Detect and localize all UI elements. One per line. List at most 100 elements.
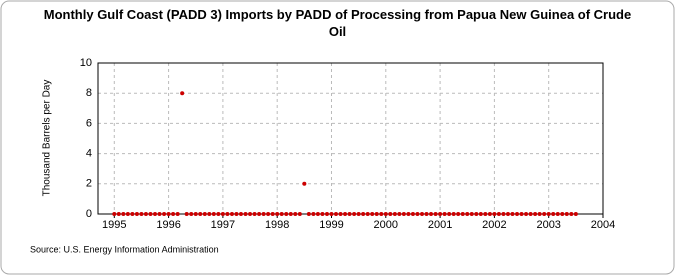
point (569, 212, 574, 216)
point (383, 212, 388, 216)
point (270, 212, 275, 216)
point (157, 212, 162, 216)
point (243, 212, 248, 216)
point (352, 212, 357, 216)
point (143, 212, 148, 216)
chart-title: Monthly Gulf Coast (PADD 3) Imports by P… (43, 7, 632, 39)
point (220, 212, 225, 216)
point (198, 212, 203, 216)
point (275, 212, 280, 216)
point (166, 212, 171, 216)
point (315, 212, 320, 216)
point (429, 212, 434, 216)
point (438, 212, 443, 216)
source: Source: U.S. Energy Information Administ… (30, 244, 219, 254)
point (379, 212, 384, 216)
point (410, 212, 415, 216)
point (551, 212, 556, 216)
point (496, 212, 501, 216)
point (153, 212, 158, 216)
point (365, 212, 370, 216)
point (306, 212, 311, 216)
point (406, 212, 411, 216)
point (211, 212, 216, 216)
y-axis-label: Thousand Barrels per Day (42, 80, 53, 197)
point (279, 212, 284, 216)
point (238, 212, 243, 216)
point (537, 212, 542, 216)
point (320, 212, 325, 216)
y-tick-label: 10 (80, 57, 92, 69)
x-tick-label: 1996 (156, 219, 180, 231)
point (424, 212, 429, 216)
point (519, 212, 524, 216)
point (420, 212, 425, 216)
point (261, 212, 266, 216)
point (347, 212, 352, 216)
point (528, 212, 533, 216)
point (397, 212, 402, 216)
point (460, 212, 465, 216)
point (116, 212, 121, 216)
point (297, 212, 302, 216)
point (487, 212, 492, 216)
point (234, 212, 239, 216)
point (112, 212, 117, 216)
point (560, 212, 565, 216)
point (343, 212, 348, 216)
point (193, 212, 198, 216)
x-tick-label: 2003 (536, 219, 560, 231)
point (374, 212, 379, 216)
point (469, 212, 474, 216)
point (356, 212, 361, 216)
y-tick-label: 4 (86, 148, 92, 160)
point (139, 212, 144, 216)
point (329, 212, 334, 216)
point (505, 212, 510, 216)
point (257, 212, 262, 216)
point (288, 212, 293, 216)
point (401, 212, 406, 216)
point (524, 212, 529, 216)
x-tick-label: 1999 (319, 219, 343, 231)
x-tick-label: 1998 (265, 219, 289, 231)
point (189, 212, 194, 216)
point (447, 212, 452, 216)
point (334, 212, 339, 216)
x-tick-label: 1997 (211, 219, 235, 231)
x-tick-label: 2002 (482, 219, 506, 231)
point (184, 212, 189, 216)
point (492, 212, 497, 216)
point (266, 212, 271, 216)
point (546, 212, 551, 216)
x-tick-label: 2001 (428, 219, 452, 231)
point (302, 181, 307, 186)
point (515, 212, 520, 216)
x-tick-label: 2000 (374, 219, 398, 231)
point (478, 212, 483, 216)
point (338, 212, 343, 216)
point (252, 212, 257, 216)
point (248, 212, 253, 216)
point (573, 212, 578, 216)
y-tick-label: 6 (86, 117, 92, 129)
point (542, 212, 547, 216)
x-tick-label: 1995 (102, 219, 126, 231)
point (483, 212, 488, 216)
plot-area (98, 63, 603, 214)
point (148, 212, 153, 216)
point (284, 212, 289, 216)
point (293, 212, 298, 216)
point (442, 212, 447, 216)
point (229, 212, 234, 216)
point (564, 212, 569, 216)
point (392, 212, 397, 216)
point (162, 212, 167, 216)
point (370, 212, 375, 216)
point (130, 212, 135, 216)
point (465, 212, 470, 216)
point (202, 212, 207, 216)
point (474, 212, 479, 216)
